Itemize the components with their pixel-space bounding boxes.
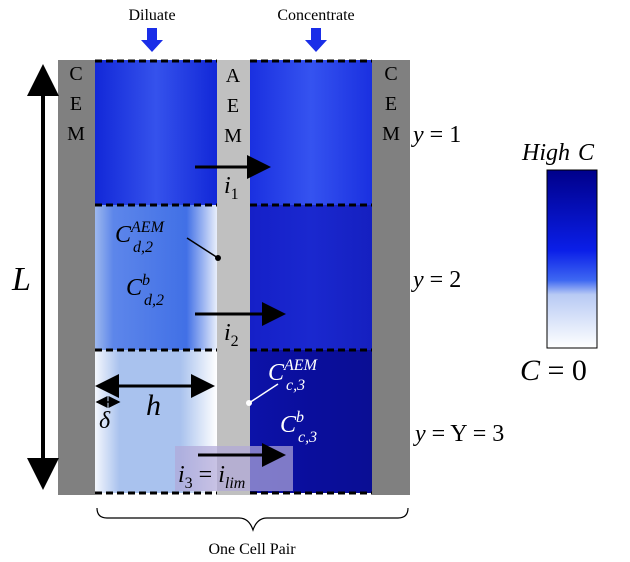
diagram: Diluate Concentrate One Cell Pair C E M … [0,0,630,562]
row-label: y = 1 [411,122,461,148]
text-part: 2 [231,333,239,350]
letter: E [227,95,239,117]
text-part: d,2 [133,239,153,256]
letter: A [226,65,241,87]
colorbar-label: C = 0 [520,354,587,387]
row-label: y = Y = 3 [413,421,504,447]
text-part: = Y = 3 [426,421,505,447]
text-part: C [126,275,143,301]
label: Concentrate [277,7,354,24]
text-part: = 0 [540,354,587,387]
width-label: h [146,389,161,422]
text-part: i [224,320,231,346]
text-part: i [224,173,231,199]
text-part: 1 [231,186,239,203]
text-part: y [411,122,424,148]
text-part: C [280,412,297,438]
letter: C [384,63,397,85]
colorbar-label: High C [521,140,595,166]
text-part: 3 [185,475,193,492]
label: Diluate [128,7,175,24]
letter: M [382,123,400,145]
text-part: i [218,462,225,488]
text-part: = 2 [424,267,462,293]
letter: E [385,93,397,115]
text-part: C [268,360,285,386]
footer: One Cell Pair [208,541,296,558]
text-part: y [411,267,424,293]
text-part: c,3 [286,377,305,394]
text-part: AEM [130,219,166,236]
letter: C [69,63,82,85]
text-part: AEM [283,357,319,374]
text-part: y [413,421,426,447]
text-part: High [521,140,570,166]
length-label: L [11,261,31,298]
text-part: = 1 [424,122,462,148]
text-part: lim [225,475,245,492]
text-part: C [520,354,541,387]
text-part: C [115,222,132,248]
text-part: b [142,272,150,289]
text-part: i [178,462,185,488]
text-part: d,2 [144,292,164,309]
letter: M [224,125,242,147]
letter: M [67,123,85,145]
text-part: = [193,462,219,488]
text-part: C [578,140,595,166]
colorbar [547,170,597,348]
row-label: y = 2 [411,267,461,293]
boundary-label: δ [99,408,111,434]
text-part: c,3 [298,429,317,446]
letter: E [70,93,82,115]
text-part: b [296,409,304,426]
